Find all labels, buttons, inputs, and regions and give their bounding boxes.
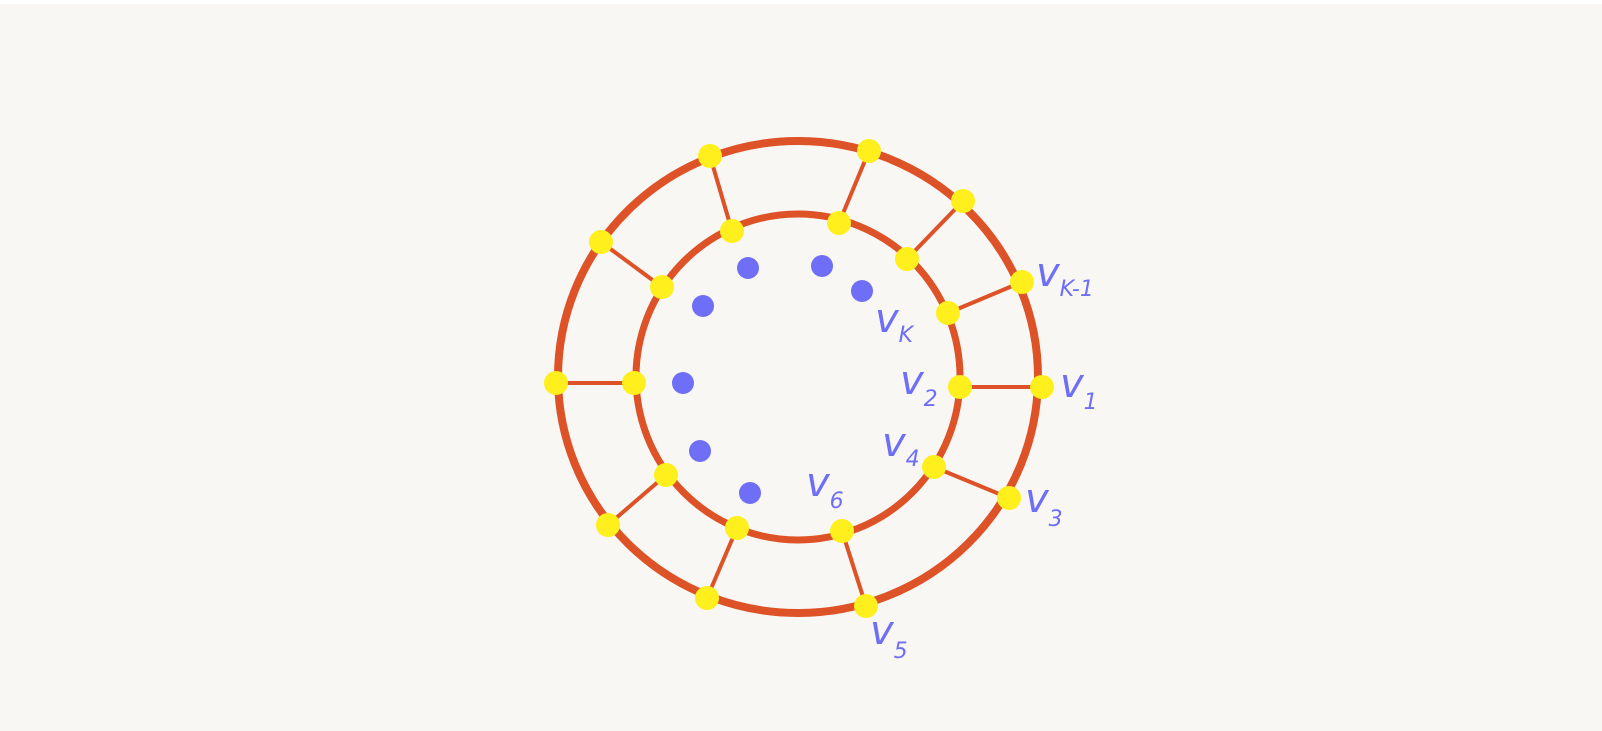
label-v5-base: v (870, 608, 895, 654)
ellipsis-dot (811, 255, 833, 277)
spoke-edges (556, 150, 1042, 607)
label-vk-1: vK-1 (1036, 250, 1094, 302)
inner-vertex (936, 301, 960, 325)
label-v6-base: v (806, 460, 831, 506)
spoke-edge (840, 530, 868, 607)
label-v2: v2 (900, 358, 938, 412)
ellipsis-dot (737, 257, 759, 279)
label-vk-base: v (875, 296, 900, 342)
outer-vertex (951, 189, 975, 213)
spoke-edge (837, 150, 871, 224)
label-v5: v5 (870, 608, 908, 664)
outer-vertex (589, 230, 613, 254)
label-vk-1-sub: K-1 (1060, 277, 1094, 302)
spoke-edge (905, 199, 965, 261)
inner-vertex (830, 519, 854, 543)
inner-vertex (922, 455, 946, 479)
label-v4-sub: 4 (906, 447, 920, 472)
outer-vertex (698, 144, 722, 168)
outer-vertex (544, 371, 568, 395)
label-v1-sub: 1 (1084, 390, 1098, 415)
label-v6-sub: 6 (830, 489, 844, 514)
outer-vertex (695, 586, 719, 610)
label-vk: vK (875, 296, 915, 348)
label-v5-sub: 5 (894, 639, 908, 664)
ellipsis-dot (692, 295, 714, 317)
ellipsis-dot (851, 280, 873, 302)
spoke-edge (599, 240, 664, 289)
outer-vertex (854, 594, 878, 618)
ellipsis-dot (689, 440, 711, 462)
label-vk-sub: K (899, 323, 915, 348)
outer-vertex (1010, 270, 1034, 294)
spoke-edge (947, 280, 1023, 315)
inner-vertex (948, 375, 972, 399)
outer-vertices (544, 139, 1054, 618)
inner-vertex (650, 275, 674, 299)
label-v6: v6 (806, 460, 844, 514)
ellipsis-dot (739, 482, 761, 504)
inner-vertex (895, 247, 919, 271)
label-v3-base: v (1025, 476, 1050, 522)
inner-vertex (622, 371, 646, 395)
label-v1: v1 (1060, 361, 1098, 415)
label-v4-base: v (882, 420, 907, 466)
label-v2-base: v (900, 358, 925, 404)
inner-vertex (725, 516, 749, 540)
label-v1-base: v (1060, 361, 1085, 407)
outer-vertex (857, 139, 881, 163)
diagram-canvas: vK-1 vK v2 v1 v4 v6 v3 v5 (0, 4, 1602, 731)
spoke-edge (606, 473, 668, 527)
ellipsis-dots (672, 255, 873, 504)
spoke-edge (933, 465, 1010, 500)
inner-vertex (654, 463, 678, 487)
inner-vertex (720, 219, 744, 243)
outer-vertex (596, 513, 620, 537)
outer-vertex (997, 486, 1021, 510)
spoke-edge (705, 527, 739, 599)
label-v3-sub: 3 (1049, 507, 1063, 532)
ellipsis-dot (672, 372, 694, 394)
spoke-edge (708, 155, 734, 232)
prism-graph-diagram: vK-1 vK v2 v1 v4 v6 v3 v5 (544, 137, 1098, 664)
label-vk-1-base: v (1036, 250, 1061, 296)
label-v4: v4 (882, 420, 920, 472)
label-v2-sub: 2 (924, 387, 938, 412)
outer-vertex (1030, 375, 1054, 399)
inner-vertex (827, 211, 851, 235)
label-v3: v3 (1025, 476, 1063, 532)
inner-vertices (622, 211, 972, 543)
